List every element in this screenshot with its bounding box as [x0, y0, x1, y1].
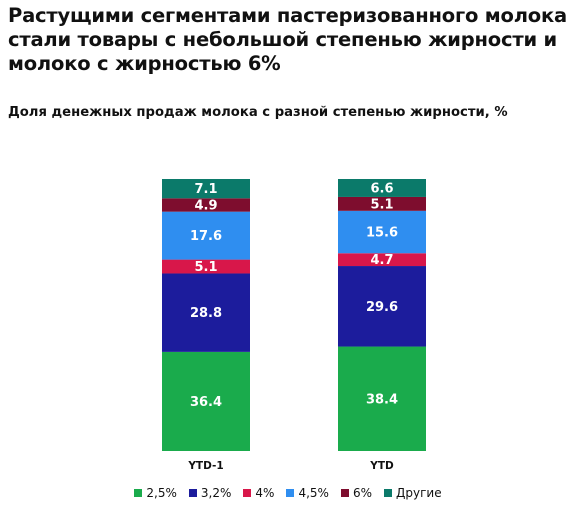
legend-swatch	[286, 489, 295, 497]
legend-label: Другие	[396, 486, 442, 500]
data-label-ytd-1-4: 4.9	[194, 199, 217, 214]
legend-item-3: 4,5%	[286, 486, 329, 500]
stacked-bar-chart: 36.4 28.8 5.1 17.6 4.9 7.1 YTD-1 38.4 29.6 4.7 15.…	[162, 179, 426, 472]
legend-item-4: 6%	[340, 486, 372, 500]
legend-label: 3,2%	[200, 486, 232, 500]
bar-segment-ytd-1-2	[162, 259, 250, 274]
bar-segment-ytd-1	[338, 266, 426, 347]
bar-segment-ytd-3	[338, 210, 426, 254]
bar-segment-ytd-4	[338, 196, 426, 211]
bar-segment-ytd-1-5	[162, 179, 250, 199]
legend-label: 4,5%	[298, 486, 329, 500]
legend-item-1: 3,2%	[188, 486, 232, 500]
data-label-ytd-4: 5.1	[370, 197, 393, 212]
bar-segment-ytd-0	[338, 346, 426, 451]
data-label-ytd-1-3: 17.6	[190, 229, 222, 244]
bar-segment-ytd-1-4	[162, 198, 250, 212]
chart-subtitle: Доля денежных продаж молока с разной сте…	[8, 105, 508, 120]
data-label-ytd-1-0: 36.4	[190, 395, 222, 410]
data-label-ytd-1-1: 28.8	[190, 306, 222, 321]
chart-legend: 2,5% 3,2% 4% 4,5% 6% Другие	[0, 486, 576, 500]
legend-item-0: 2,5%	[134, 486, 177, 500]
category-label-ytd: YTD	[369, 460, 394, 472]
legend-item-5: Другие	[384, 486, 442, 500]
data-label-ytd-1-5: 7.1	[194, 182, 217, 197]
legend-label: 6%	[352, 486, 372, 500]
data-label-ytd-3: 15.6	[366, 226, 398, 241]
legend-swatch	[188, 489, 197, 497]
data-label-ytd-5: 6.6	[370, 181, 393, 196]
bar-segment-ytd-5	[338, 179, 426, 197]
legend-swatch	[134, 489, 143, 497]
legend-label: 2,5%	[146, 486, 177, 500]
data-label-ytd-0: 38.4	[366, 392, 398, 407]
data-label-ytd-1-2: 5.1	[194, 260, 217, 275]
legend-swatch	[384, 489, 392, 497]
bar-segment-ytd-1-3	[162, 211, 250, 260]
bar-segment-ytd-1-1	[162, 273, 250, 352]
bar-segment-ytd-1-0	[162, 351, 250, 451]
legend-label: 4%	[255, 486, 275, 500]
category-label-ytd-1: YTD-1	[187, 460, 223, 472]
legend-swatch	[243, 489, 252, 497]
bar-segment-ytd-2	[338, 253, 426, 267]
data-label-ytd-2: 4.7	[370, 253, 393, 268]
data-label-ytd-1: 29.6	[366, 300, 398, 315]
chart-title: Растущими сегментами пастеризованного мо…	[8, 4, 567, 75]
legend-swatch	[340, 489, 349, 497]
legend-item-2: 4%	[243, 486, 274, 500]
